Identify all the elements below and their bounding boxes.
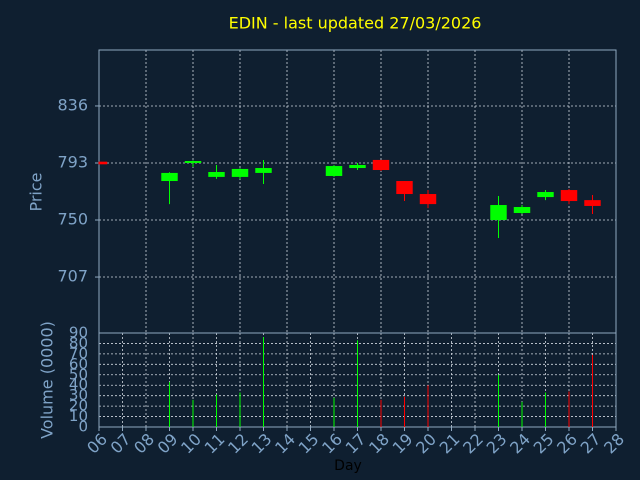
candle-body bbox=[208, 172, 225, 177]
volume-tick-label: 40 bbox=[69, 376, 88, 394]
volume-tick-label: 30 bbox=[69, 386, 88, 404]
candle-body bbox=[396, 181, 413, 195]
y-tick-label: 836 bbox=[57, 95, 88, 114]
candle-body bbox=[231, 168, 249, 177]
candle-body bbox=[99, 161, 108, 165]
x-axis-label: Day bbox=[334, 458, 362, 474]
volume-axis-label: Volume (0000) bbox=[38, 321, 57, 439]
volume-tick-label: 10 bbox=[69, 407, 88, 425]
candle-body bbox=[184, 160, 202, 163]
volume-tick-label: 0 bbox=[78, 418, 88, 436]
candle-body bbox=[419, 194, 437, 205]
candle-body bbox=[372, 159, 390, 171]
volume-tick-label: 90 bbox=[69, 324, 88, 342]
candle-body bbox=[560, 190, 578, 202]
candle-body bbox=[537, 192, 554, 198]
candle-body bbox=[255, 168, 272, 173]
candle-body bbox=[513, 207, 531, 213]
candle-body bbox=[325, 166, 343, 176]
y-axis-label: Price bbox=[27, 172, 46, 211]
volume-tick-label: 50 bbox=[69, 365, 88, 383]
candle-body bbox=[349, 164, 366, 169]
volume-tick-label: 80 bbox=[69, 334, 88, 352]
candle-body bbox=[161, 172, 178, 182]
volume-tick-label: 20 bbox=[69, 397, 88, 415]
y-tick-label: 793 bbox=[57, 152, 88, 171]
price-frame bbox=[98, 49, 617, 334]
y-tick-label: 707 bbox=[57, 267, 88, 286]
candle-body bbox=[584, 200, 601, 206]
chart-title: EDIN - last updated 27/03/2026 bbox=[229, 14, 482, 33]
x-tick-label: 28 bbox=[600, 430, 628, 458]
volume-tick-label: 60 bbox=[69, 355, 88, 373]
y-tick-label: 750 bbox=[57, 210, 88, 229]
candle-body bbox=[490, 205, 507, 221]
volume-tick-label: 70 bbox=[69, 344, 88, 362]
